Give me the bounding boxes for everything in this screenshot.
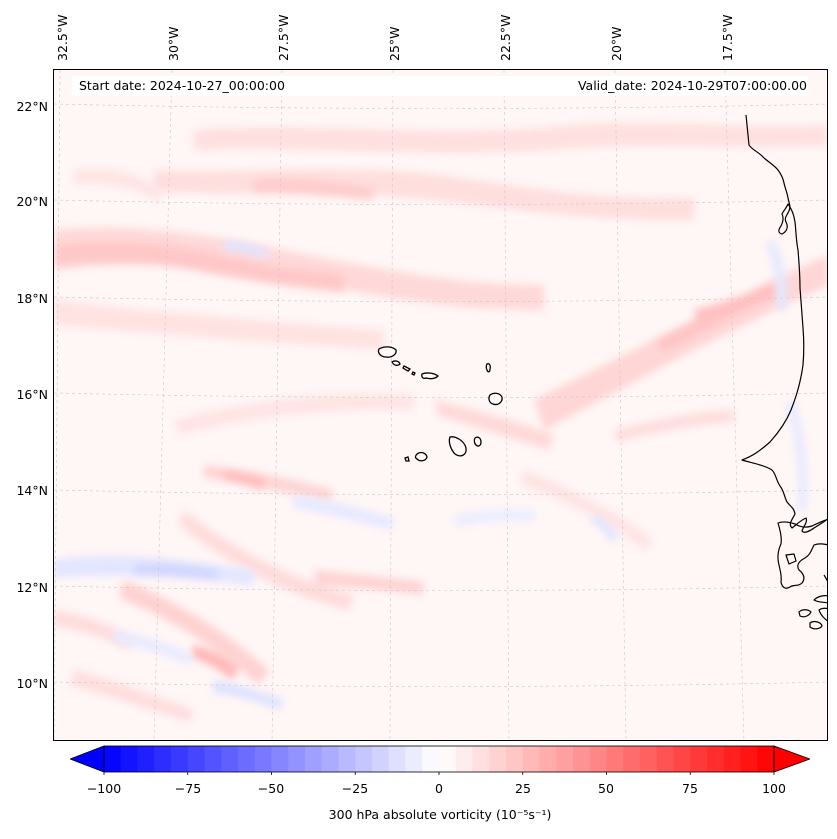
lon-label-25w: 25°W xyxy=(387,26,402,61)
colorbar-tick--100: −100 xyxy=(86,781,122,796)
colorbar-cell xyxy=(388,746,407,772)
colorbar-cells xyxy=(104,746,775,772)
colorbar-cell xyxy=(522,746,541,772)
lon-label-20w: 20°W xyxy=(609,26,624,61)
colorbar-cell xyxy=(589,746,608,772)
colorbar-label: 300 hPa absolute vorticity (10⁻⁵s⁻¹) xyxy=(329,807,552,822)
colorbar-tick-100: 100 xyxy=(762,781,786,796)
colorbar-cell xyxy=(405,746,423,772)
lat-label-20n: 20°N xyxy=(16,194,48,209)
colorbar-cell xyxy=(171,746,189,772)
colorbar-cell xyxy=(221,746,239,772)
colorbar-cell xyxy=(439,746,457,772)
colorbar-cell xyxy=(238,746,256,772)
lon-label-30w: 30°W xyxy=(166,26,181,61)
colorbar-cell xyxy=(556,746,574,772)
colorbar-ticks xyxy=(103,772,775,775)
colorbar-units: (10⁻⁵s⁻¹) xyxy=(495,807,552,822)
lat-label-22n: 22°N xyxy=(16,99,48,114)
colorbar-label-text: 300 hPa absolute vorticity xyxy=(328,807,492,822)
colorbar-cell xyxy=(723,746,742,772)
colorbar-cell xyxy=(187,746,206,772)
coastline xyxy=(741,114,827,630)
colorbar-tick--25: −25 xyxy=(341,781,369,796)
colorbar-cell xyxy=(271,746,289,772)
colorbar-extend-max xyxy=(773,745,810,773)
colorbar-cell xyxy=(137,746,155,772)
colorbar-cell xyxy=(539,746,557,772)
colorbar-cell xyxy=(422,746,440,772)
info-box xyxy=(72,76,808,96)
colorbar-cell xyxy=(254,746,273,772)
colorbar-cell xyxy=(606,746,624,772)
cape-verde-islands xyxy=(377,346,503,462)
colorbar-cell xyxy=(455,746,474,772)
colorbar-cell xyxy=(305,746,323,772)
lon-label-17-5w: 17.5°W xyxy=(720,14,735,61)
colorbar-cell xyxy=(120,746,139,772)
colorbar-cell xyxy=(472,746,490,772)
colorbar-extend-min xyxy=(70,745,105,773)
lat-label-14n: 14°N xyxy=(16,483,48,498)
start-date-text: Start date: 2024-10-27_00:00:00 xyxy=(79,78,285,93)
colorbar-cell xyxy=(690,746,708,772)
colorbar-cell xyxy=(573,746,591,772)
lat-label-10n: 10°N xyxy=(16,676,48,691)
colorbar-cell xyxy=(707,746,725,772)
negative-vorticity-patches xyxy=(54,240,807,710)
graticule xyxy=(54,70,827,740)
colorbar-cell xyxy=(204,746,222,772)
colorbar-tick-50: 50 xyxy=(598,781,614,796)
colorbar-cell xyxy=(372,746,390,772)
colorbar-tick--50: −50 xyxy=(257,781,285,796)
lat-label-12n: 12°N xyxy=(16,580,48,595)
colorbar-cell xyxy=(673,746,691,772)
positive-vorticity-bands xyxy=(54,122,827,722)
colorbar-cell xyxy=(104,746,122,772)
colorbar-tick--75: −75 xyxy=(174,781,202,796)
colorbar-cell xyxy=(288,746,306,772)
map-panel xyxy=(53,69,828,741)
lat-label-16n: 16°N xyxy=(16,387,48,402)
colorbar-cell xyxy=(757,746,775,772)
lat-label-18n: 18°N xyxy=(16,291,48,306)
vorticity-field xyxy=(54,70,827,740)
colorbar-cell xyxy=(489,746,507,772)
colorbar xyxy=(70,745,810,775)
lon-label-27-5w: 27.5°W xyxy=(276,14,291,61)
colorbar-cell xyxy=(338,746,356,772)
colorbar-cell xyxy=(623,746,641,772)
colorbar-cell xyxy=(506,746,524,772)
colorbar-cell xyxy=(154,746,172,772)
colorbar-cell xyxy=(355,746,373,772)
lon-label-32-5w: 32.5°W xyxy=(55,14,70,61)
colorbar-cell xyxy=(740,746,758,772)
colorbar-cell xyxy=(640,746,658,772)
valid-date-text: Valid_date: 2024-10-29T07:00:00.00 xyxy=(577,78,807,93)
colorbar-tick-75: 75 xyxy=(682,781,698,796)
lon-label-22-5w: 22.5°W xyxy=(498,14,513,61)
colorbar-tick-0: 0 xyxy=(435,781,443,796)
colorbar-tick-25: 25 xyxy=(515,781,531,796)
colorbar-cell xyxy=(656,746,675,772)
colorbar-cell xyxy=(321,746,340,772)
